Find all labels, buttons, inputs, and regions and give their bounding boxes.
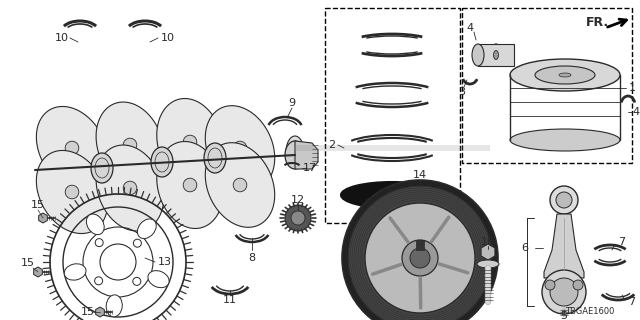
Ellipse shape [65,185,79,199]
Text: 11: 11 [223,295,237,305]
Circle shape [365,203,475,313]
Ellipse shape [510,129,620,151]
Text: 13: 13 [158,257,172,267]
Ellipse shape [176,142,194,174]
Circle shape [402,240,438,276]
Ellipse shape [123,181,137,195]
Polygon shape [205,106,275,190]
Circle shape [133,277,141,285]
Text: 15: 15 [21,258,35,268]
Ellipse shape [183,178,197,192]
Polygon shape [205,143,275,227]
Circle shape [545,280,555,290]
Text: TBGAE1600: TBGAE1600 [565,308,614,316]
FancyBboxPatch shape [325,8,460,223]
Ellipse shape [148,271,169,288]
Ellipse shape [151,147,173,177]
Text: 6: 6 [522,243,529,253]
Text: 16: 16 [481,237,495,247]
Circle shape [291,211,305,225]
Circle shape [348,186,492,320]
Bar [478,44,514,66]
Ellipse shape [233,141,247,155]
Circle shape [342,180,498,320]
Text: FR.: FR. [586,15,609,28]
Text: 17: 17 [303,163,317,173]
Circle shape [573,280,583,290]
Ellipse shape [477,260,499,268]
Ellipse shape [246,138,264,170]
Circle shape [556,192,572,208]
Text: 8: 8 [248,253,255,263]
Ellipse shape [493,51,499,60]
Bar [416,240,424,250]
Ellipse shape [49,157,61,179]
Text: 10: 10 [55,33,69,43]
Ellipse shape [341,182,443,208]
Circle shape [133,239,141,247]
Text: 7: 7 [628,297,636,307]
Ellipse shape [510,59,620,91]
Ellipse shape [286,136,304,168]
Ellipse shape [233,178,247,192]
Polygon shape [96,145,164,231]
Text: 14: 14 [413,170,427,180]
Text: 15: 15 [31,200,45,210]
Ellipse shape [183,135,197,149]
Text: 12: 12 [291,195,305,205]
Circle shape [550,186,578,214]
Polygon shape [36,150,108,234]
Polygon shape [544,214,584,278]
Ellipse shape [249,143,261,165]
Ellipse shape [91,153,113,183]
Ellipse shape [138,219,156,239]
Ellipse shape [285,141,305,169]
Circle shape [95,277,102,285]
Ellipse shape [64,264,86,280]
Text: 4: 4 [632,107,639,117]
Ellipse shape [65,141,79,155]
Circle shape [95,239,103,247]
Ellipse shape [106,295,122,317]
Ellipse shape [106,146,124,178]
Ellipse shape [86,214,104,235]
Circle shape [542,270,586,314]
Ellipse shape [46,152,64,184]
Polygon shape [95,307,104,317]
Ellipse shape [179,147,191,169]
Ellipse shape [472,44,484,66]
Ellipse shape [109,151,121,173]
Text: 9: 9 [289,98,296,108]
Text: 10: 10 [161,33,175,43]
Ellipse shape [490,44,502,66]
Circle shape [285,205,311,231]
FancyBboxPatch shape [462,8,632,163]
Text: 4: 4 [467,23,474,33]
Text: 1: 1 [628,83,636,93]
Ellipse shape [123,138,137,152]
Polygon shape [34,267,42,277]
Text: 3: 3 [458,87,465,97]
Text: 2: 2 [328,140,335,150]
Circle shape [410,248,430,268]
Polygon shape [96,102,164,188]
Polygon shape [38,213,47,223]
Text: 15: 15 [81,307,95,317]
Text: 5: 5 [561,311,568,320]
Text: 7: 7 [618,237,625,247]
Ellipse shape [559,73,571,77]
Ellipse shape [535,66,595,84]
Polygon shape [295,141,318,169]
Polygon shape [481,244,495,260]
Ellipse shape [289,141,301,163]
Circle shape [550,278,578,306]
Polygon shape [157,99,223,186]
Polygon shape [157,141,223,228]
Polygon shape [36,107,108,189]
Ellipse shape [204,143,226,173]
